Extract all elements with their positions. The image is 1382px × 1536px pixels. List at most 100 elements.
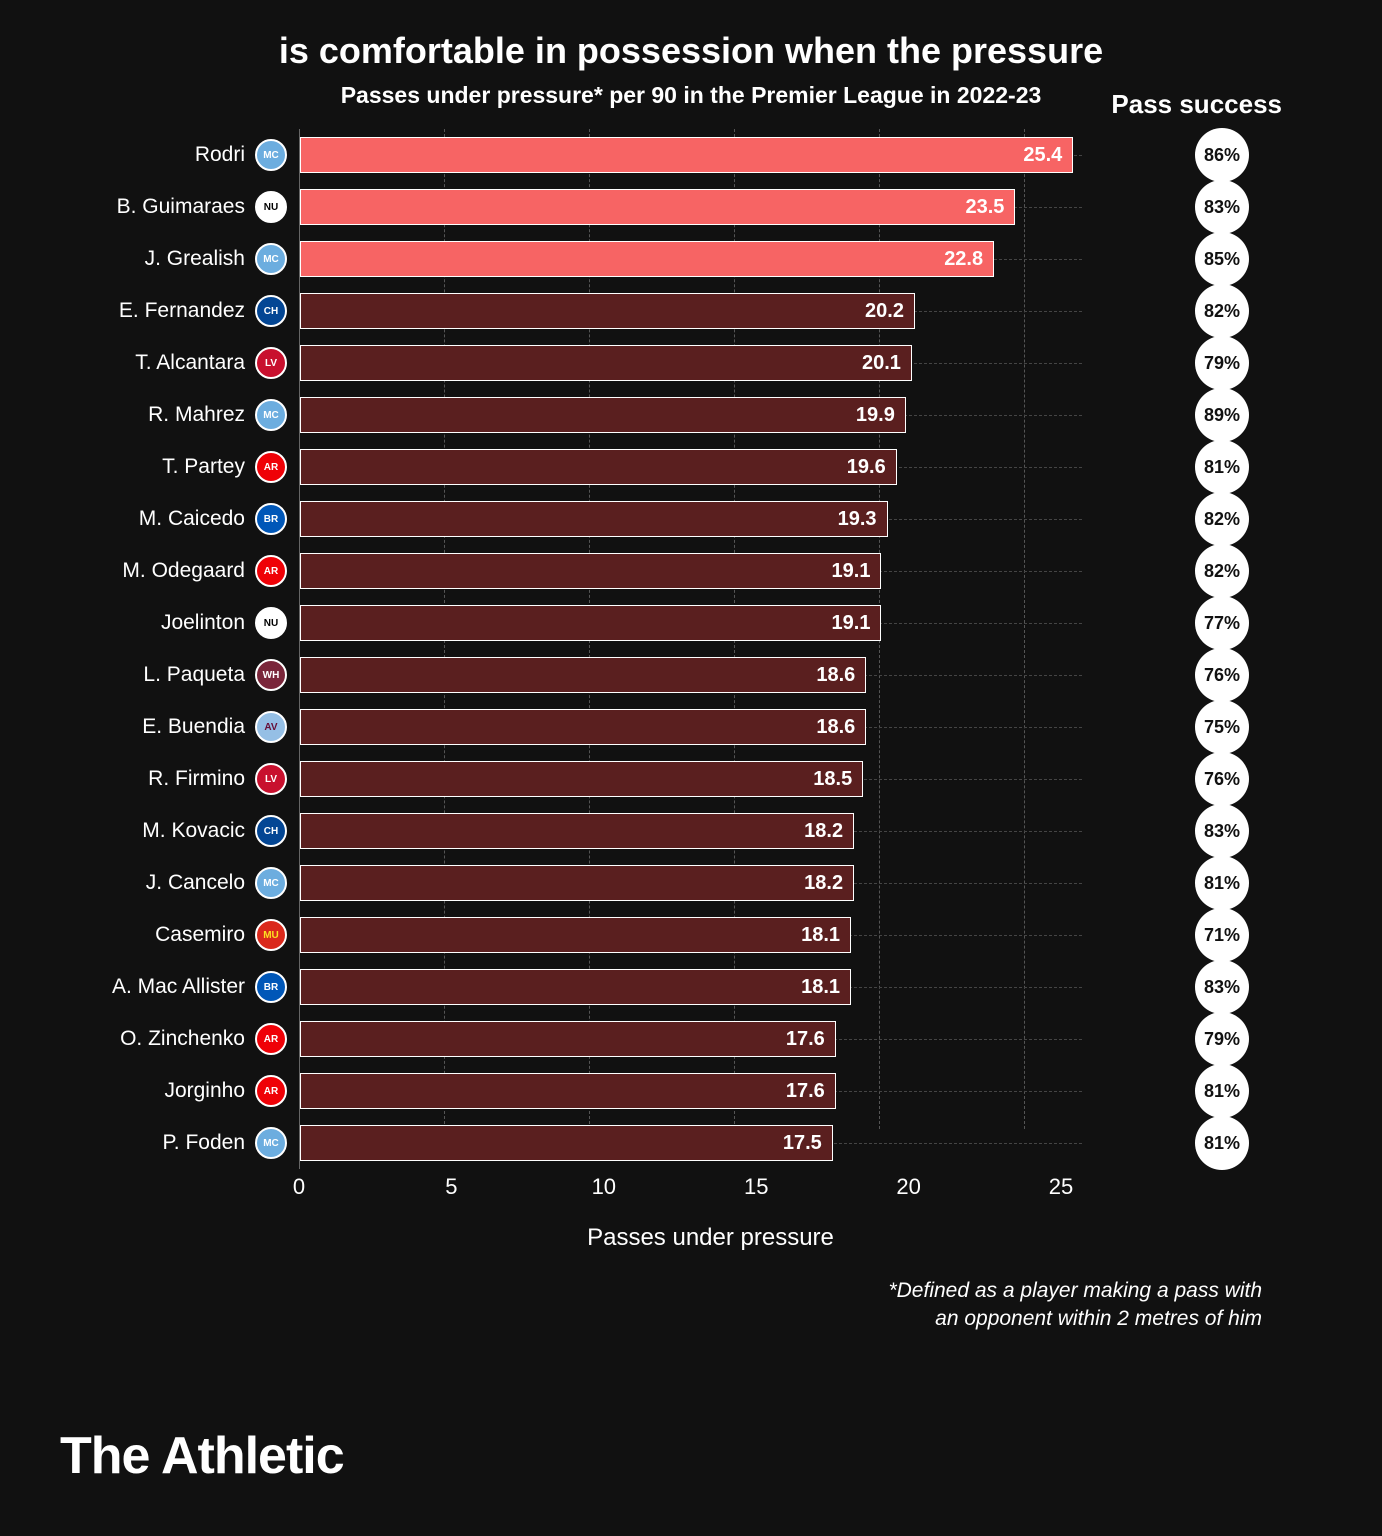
player-row: L. PaquetaWH 18.6 76% (60, 649, 1322, 701)
team-crest-icon: LV (255, 763, 287, 795)
x-tick: 5 (445, 1174, 457, 1200)
bar: 19.9 (300, 397, 906, 433)
team-crest-icon: AR (255, 1075, 287, 1107)
bar: 18.1 (300, 969, 851, 1005)
player-name: Casemiro (60, 923, 255, 947)
bar-track: 18.1 (299, 909, 1122, 961)
bar: 18.2 (300, 813, 854, 849)
bar-value: 19.1 (832, 612, 871, 635)
team-crest-icon: AR (255, 451, 287, 483)
bar: 19.1 (300, 553, 881, 589)
player-row: M. KovacicCH18.283% (60, 805, 1322, 857)
success-badge: 75% (1195, 700, 1249, 754)
team-crest-icon: AV (255, 711, 287, 743)
player-row: T. ParteyAR19.681% (60, 441, 1322, 493)
player-name: A. Mac Allister (60, 975, 255, 999)
team-crest-icon: MU (255, 919, 287, 951)
bar-track: 20.1 (299, 337, 1122, 389)
player-name: L. Paqueta (60, 663, 255, 687)
success-badge: 81% (1195, 1116, 1249, 1170)
player-name: O. Zinchenko (60, 1027, 255, 1051)
success-badge: 86% (1195, 128, 1249, 182)
bar-value: 18.5 (813, 768, 852, 791)
team-crest-icon: MC (255, 139, 287, 171)
team-crest-icon: CH (255, 815, 287, 847)
success-badge: 81% (1195, 440, 1249, 494)
bar-value: 18.1 (801, 924, 840, 947)
bar-value: 18.2 (804, 820, 843, 843)
success-badge: 85% (1195, 232, 1249, 286)
success-cell: 83% (1122, 960, 1322, 1014)
success-cell: 82% (1122, 544, 1322, 598)
x-axis: 0510152025 (299, 1169, 1122, 1209)
team-crest-icon: NU (255, 191, 287, 223)
success-cell: 77% (1122, 596, 1322, 650)
success-cell: 85% (1122, 232, 1322, 286)
player-name: Rodri (60, 143, 255, 167)
player-row: JoelintonNU19.177% (60, 597, 1322, 649)
success-cell: 86% (1122, 128, 1322, 182)
team-crest-icon: NU (255, 607, 287, 639)
success-cell: 79% (1122, 336, 1322, 390)
footnote-line2: an opponent within 2 metres of him (935, 1307, 1262, 1330)
bar: 22.8 (300, 241, 994, 277)
success-badge: 79% (1195, 1012, 1249, 1066)
bar-value: 19.3 (838, 508, 877, 531)
success-cell: 83% (1122, 180, 1322, 234)
bar-value: 18.6 (816, 664, 855, 687)
bar: 25.4 (300, 137, 1073, 173)
success-cell: 82% (1122, 492, 1322, 546)
player-row: A. Mac AllisterBR 18.1 83% (60, 961, 1322, 1013)
bar-value: 19.1 (832, 560, 871, 583)
bar-track: 17.5 (299, 1117, 1122, 1169)
x-tick: 10 (592, 1174, 616, 1200)
player-row: E. FernandezCH20.282% (60, 285, 1322, 337)
bar-track: 18.2 (299, 857, 1122, 909)
x-tick: 20 (896, 1174, 920, 1200)
team-crest-icon: MC (255, 1127, 287, 1159)
player-name: M. Odegaard (60, 559, 255, 583)
bar: 18.6 (300, 657, 866, 693)
bar-track: 23.5 (299, 181, 1122, 233)
x-tick: 25 (1049, 1174, 1073, 1200)
bar-track: 19.1 (299, 597, 1122, 649)
player-row: O. ZinchenkoAR17.679% (60, 1013, 1322, 1065)
player-row: J. CanceloMC18.281% (60, 857, 1322, 909)
success-badge: 77% (1195, 596, 1249, 650)
bar-track: 19.3 (299, 493, 1122, 545)
team-crest-icon: WH (255, 659, 287, 691)
player-row: E. BuendiaAV18.675% (60, 701, 1322, 753)
bar-track: 18.1 (299, 961, 1122, 1013)
player-row: R. FirminoLV18.576% (60, 753, 1322, 805)
bar-track: 18.5 (299, 753, 1122, 805)
bar-track: 22.8 (299, 233, 1122, 285)
bar: 18.1 (300, 917, 851, 953)
bar: 18.2 (300, 865, 854, 901)
player-row: RodriMC 25.4 86% (60, 129, 1322, 181)
brand-logo: The Athletic (60, 1426, 344, 1486)
bar: 18.6 (300, 709, 866, 745)
bar-value: 20.1 (862, 352, 901, 375)
bar: 20.1 (300, 345, 912, 381)
player-name: T. Partey (60, 455, 255, 479)
success-cell: 76% (1122, 648, 1322, 702)
player-name: T. Alcantara (60, 351, 255, 375)
team-crest-icon: MC (255, 243, 287, 275)
bar-track: 19.1 (299, 545, 1122, 597)
bar-value: 18.1 (801, 976, 840, 999)
bar-track: 18.6 (299, 701, 1122, 753)
chart-title: is comfortable in possession when the pr… (60, 30, 1322, 72)
bar: 18.5 (300, 761, 863, 797)
team-crest-icon: LV (255, 347, 287, 379)
success-cell: 82% (1122, 284, 1322, 338)
bar-value: 17.5 (783, 1132, 822, 1155)
player-name: J. Grealish (60, 247, 255, 271)
bar-track: 20.2 (299, 285, 1122, 337)
team-crest-icon: MC (255, 399, 287, 431)
team-crest-icon: MC (255, 867, 287, 899)
bar-track: 18.2 (299, 805, 1122, 857)
bar: 23.5 (300, 189, 1015, 225)
team-crest-icon: AR (255, 555, 287, 587)
team-crest-icon: BR (255, 971, 287, 1003)
footnote: *Defined as a player making a pass with … (60, 1277, 1322, 1334)
